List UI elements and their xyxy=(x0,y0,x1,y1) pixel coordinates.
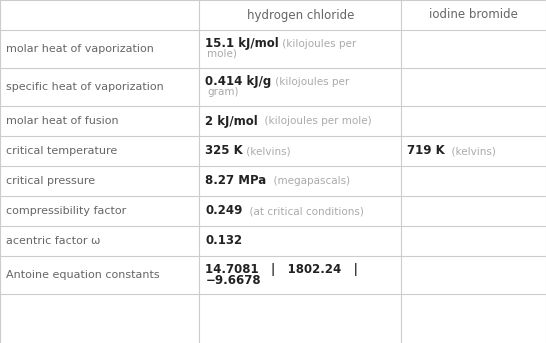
Text: (kilojoules per: (kilojoules per xyxy=(271,77,349,87)
Text: 719 K: 719 K xyxy=(407,144,445,157)
Text: (kelvins): (kelvins) xyxy=(445,146,496,156)
Text: 14.7081   |   1802.24   |: 14.7081 | 1802.24 | xyxy=(205,263,358,276)
Text: 8.27 MPa: 8.27 MPa xyxy=(205,175,266,188)
Text: gram): gram) xyxy=(207,87,239,97)
Text: 2 kJ/mol: 2 kJ/mol xyxy=(205,115,258,128)
Text: (kilojoules per: (kilojoules per xyxy=(279,39,357,49)
Text: 0.249: 0.249 xyxy=(205,204,242,217)
Text: compressibility factor: compressibility factor xyxy=(6,206,126,216)
Text: iodine bromide: iodine bromide xyxy=(429,9,518,22)
Text: (at critical conditions): (at critical conditions) xyxy=(242,206,364,216)
Text: 0.414 kJ/g: 0.414 kJ/g xyxy=(205,75,271,88)
Text: specific heat of vaporization: specific heat of vaporization xyxy=(6,82,164,92)
Text: critical temperature: critical temperature xyxy=(6,146,117,156)
Text: 325 K: 325 K xyxy=(205,144,243,157)
Text: (kilojoules per mole): (kilojoules per mole) xyxy=(258,116,372,126)
Text: (kelvins): (kelvins) xyxy=(243,146,290,156)
Text: (megapascals): (megapascals) xyxy=(266,176,349,186)
Text: acentric factor ω: acentric factor ω xyxy=(6,236,100,246)
Text: molar heat of fusion: molar heat of fusion xyxy=(6,116,118,126)
Text: critical pressure: critical pressure xyxy=(6,176,95,186)
Text: −9.6678: −9.6678 xyxy=(205,273,261,286)
Text: mole): mole) xyxy=(207,49,237,59)
Text: 15.1 kJ/mol: 15.1 kJ/mol xyxy=(205,37,279,50)
Text: hydrogen chloride: hydrogen chloride xyxy=(247,9,354,22)
Text: Antoine equation constants: Antoine equation constants xyxy=(6,270,159,280)
Text: molar heat of vaporization: molar heat of vaporization xyxy=(6,44,154,54)
Text: 0.132: 0.132 xyxy=(205,235,242,248)
